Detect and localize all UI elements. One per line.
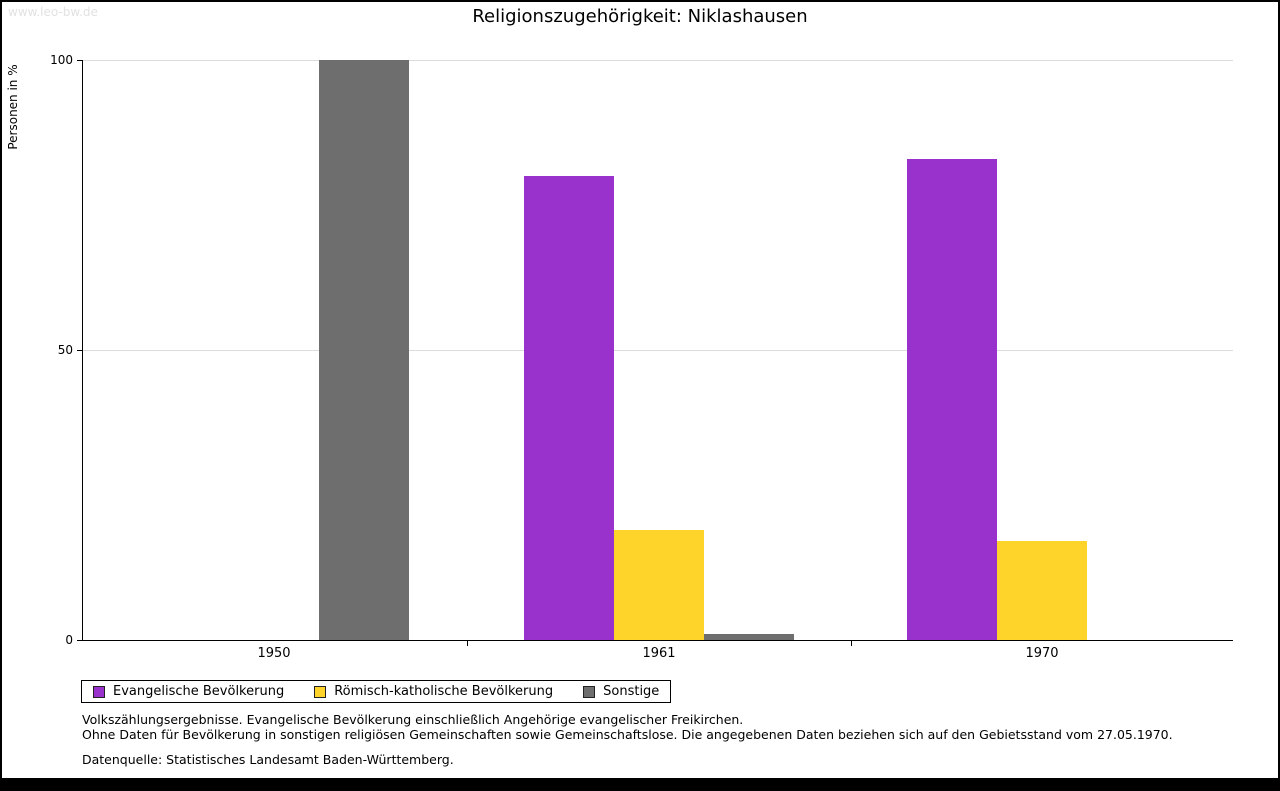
x-tick-label-1970: 1970 bbox=[1025, 646, 1059, 661]
legend: Evangelische Bevölkerung Römisch-katholi… bbox=[81, 680, 672, 703]
legend-swatch-evangelisch bbox=[93, 685, 105, 698]
footnotes: Volkszählungsergebnisse. Evangelische Be… bbox=[82, 712, 1173, 767]
bar-1970-series-0 bbox=[907, 159, 997, 640]
legend-swatch-sonstige bbox=[583, 685, 596, 698]
legend-item-evangelisch: Evangelische Bevölkerung bbox=[93, 684, 284, 699]
y-tick-50 bbox=[77, 350, 83, 351]
y-axis-label: Personen in % bbox=[6, 64, 20, 150]
y-tick-label-50: 50 bbox=[57, 343, 73, 357]
y-tick-label-100: 100 bbox=[50, 53, 73, 67]
footnote-source: Datenquelle: Statistisches Landesamt Bad… bbox=[82, 752, 454, 767]
watermark: www.leo-bw.de bbox=[8, 5, 98, 19]
legend-label-sonstige: Sonstige bbox=[603, 684, 660, 699]
bar-1961-series-2 bbox=[704, 634, 794, 640]
x-tick-separator-1 bbox=[467, 641, 468, 646]
x-tick-label-1950: 1950 bbox=[257, 646, 291, 661]
legend-label-katholisch: Römisch-katholische Bevölkerung bbox=[334, 684, 554, 699]
bar-1970-series-1 bbox=[997, 541, 1087, 640]
legend-label-evangelisch: Evangelische Bevölkerung bbox=[113, 684, 285, 699]
bar-1961-series-1 bbox=[614, 530, 704, 640]
plot-area: 100 50 0 1950 1961 1970 bbox=[50, 53, 1233, 661]
bar-1961-series-0 bbox=[524, 176, 614, 640]
chart-title: Religionszugehörigkeit: Niklashausen bbox=[472, 6, 808, 27]
y-tick-0 bbox=[77, 640, 83, 641]
footnote-line-2: Ohne Daten für Bevölkerung in sonstigen … bbox=[82, 727, 1173, 742]
footnote-line-1: Volkszählungsergebnisse. Evangelische Be… bbox=[82, 712, 744, 727]
gridline-50 bbox=[83, 350, 1233, 351]
x-tick-label-1961: 1961 bbox=[642, 646, 676, 661]
bar-1950-series-2 bbox=[319, 60, 409, 640]
x-tick-separator-2 bbox=[851, 641, 852, 646]
y-tick-100 bbox=[77, 60, 83, 61]
gridline-100 bbox=[83, 60, 1233, 61]
legend-item-sonstige: Sonstige bbox=[583, 684, 659, 699]
y-tick-label-0: 0 bbox=[65, 633, 73, 647]
legend-item-katholisch: Römisch-katholische Bevölkerung bbox=[314, 684, 553, 699]
legend-swatch-katholisch bbox=[314, 685, 327, 698]
